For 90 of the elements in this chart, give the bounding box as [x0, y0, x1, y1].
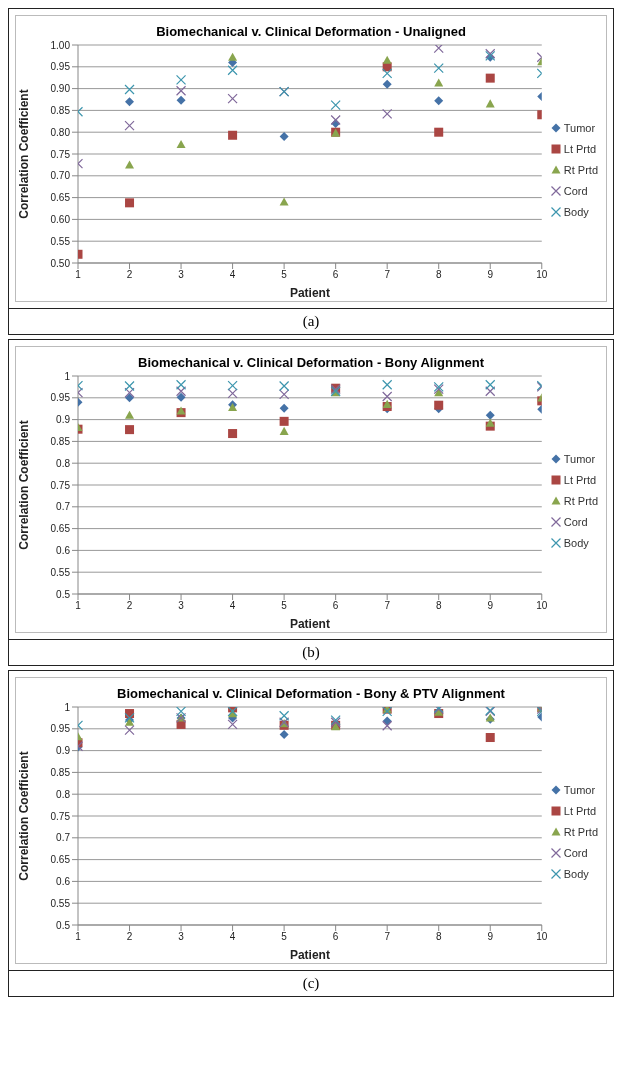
legend-label: Lt Prtd	[563, 474, 597, 486]
y-tick-label: 0.80	[50, 126, 71, 138]
x-tick-label: 5	[281, 931, 288, 943]
y-tick-label: 0.65	[50, 854, 71, 866]
legend-label: Rt Prtd	[563, 826, 598, 838]
x-tick-label: 9	[487, 931, 494, 943]
text: (c)	[9, 970, 613, 996]
x-tick-label: 8	[435, 269, 442, 281]
y-tick-label: 0.8	[56, 788, 71, 800]
y-tick-label: 0.75	[50, 810, 71, 822]
x-tick-label: 6	[332, 600, 339, 612]
x-tick-label: 8	[435, 931, 442, 943]
legend-label: Body	[563, 868, 589, 880]
x-tick-label: 1	[75, 931, 82, 943]
text: (b)	[9, 639, 613, 665]
legend-label: Cord	[563, 847, 588, 859]
y-tick-label: 0.55	[50, 235, 71, 247]
x-tick-label: 4	[229, 931, 236, 943]
legend-label: Tumor	[563, 122, 596, 134]
x-tick-label: 1	[75, 269, 82, 281]
x-tick-label: 9	[487, 600, 494, 612]
x-tick-label: 4	[229, 600, 236, 612]
y-tick-label: 0.5	[56, 588, 71, 600]
x-axis-title: Patient	[289, 948, 330, 962]
y-tick-label: 0.9	[56, 745, 71, 757]
y-tick-label: 0.70	[50, 170, 71, 182]
x-tick-label: 2	[126, 600, 133, 612]
y-tick-label: 0.95	[50, 392, 71, 404]
legend-label: Rt Prtd	[563, 164, 598, 176]
x-tick-label: 5	[281, 600, 288, 612]
x-tick-label: 4	[229, 269, 236, 281]
chart-title: Biomechanical v. Clinical Deformation - Bony Alignment	[137, 355, 485, 370]
y-tick-label: 0.6	[56, 544, 71, 556]
x-axis-title: Patient	[289, 617, 330, 631]
y-tick-label: 0.75	[50, 479, 71, 491]
y-tick-label: 0.7	[56, 832, 71, 844]
y-tick-label: 0.75	[50, 148, 71, 160]
y-tick-label: 0.6	[56, 875, 71, 887]
x-tick-label: 6	[332, 269, 339, 281]
y-tick-label: 0.5	[56, 919, 71, 931]
x-axis-title: Patient	[289, 286, 330, 300]
x-tick-label: 9	[487, 269, 494, 281]
x-tick-label: 5	[281, 269, 288, 281]
x-tick-label: 3	[178, 931, 185, 943]
y-tick-label: 0.85	[50, 766, 71, 778]
y-tick-label: 0.50	[50, 257, 71, 269]
y-axis-title: Correlation Coefficient	[17, 89, 32, 219]
y-tick-label: 0.95	[50, 723, 71, 735]
legend-label: Lt Prtd	[563, 143, 597, 155]
legend-label: Lt Prtd	[563, 805, 597, 817]
y-tick-label: 0.9	[56, 414, 71, 426]
y-tick-label: 0.65	[50, 523, 71, 535]
text: (a)	[9, 308, 613, 334]
x-tick-label: 10	[536, 931, 548, 943]
y-tick-label: 0.55	[50, 566, 71, 578]
legend-label: Tumor	[563, 784, 596, 796]
x-tick-label: 7	[384, 269, 391, 281]
y-axis-title: Correlation Coefficient	[17, 420, 32, 550]
x-tick-label: 8	[435, 600, 442, 612]
y-tick-label: 1	[64, 701, 71, 713]
legend-label: Rt Prtd	[563, 495, 598, 507]
y-tick-label: 0.7	[56, 501, 71, 513]
legend-label: Cord	[563, 516, 588, 528]
y-tick-label: 0.60	[50, 213, 71, 225]
y-tick-label: 0.65	[50, 192, 71, 204]
x-tick-label: 2	[126, 269, 133, 281]
y-tick-label: 0.85	[50, 104, 71, 116]
y-tick-label: 0.55	[50, 897, 71, 909]
legend-label: Body	[563, 537, 589, 549]
y-tick-label: 0.90	[50, 83, 71, 95]
legend-label: Body	[563, 206, 589, 218]
y-axis-title: Correlation Coefficient	[17, 751, 32, 881]
y-tick-label: 0.8	[56, 457, 71, 469]
legend-label: Tumor	[563, 453, 596, 465]
y-tick-label: 0.85	[50, 435, 71, 447]
y-tick-label: 1	[64, 370, 71, 382]
x-tick-label: 6	[332, 931, 339, 943]
x-tick-label: 3	[178, 600, 185, 612]
legend-label: Cord	[563, 185, 588, 197]
x-tick-label: 10	[536, 600, 548, 612]
chart-title: Biomechanical v. Clinical Deformation - Bony & PTV Alignment	[116, 686, 506, 701]
x-tick-label: 7	[384, 600, 391, 612]
x-tick-label: 10	[536, 269, 548, 281]
x-tick-label: 7	[384, 931, 391, 943]
x-tick-label: 1	[75, 600, 82, 612]
x-tick-label: 3	[178, 269, 185, 281]
x-tick-label: 2	[126, 931, 133, 943]
y-tick-label: 1.00	[50, 39, 71, 51]
chart-title: Biomechanical v. Clinical Deformation - Unaligned	[155, 24, 467, 39]
y-tick-label: 0.95	[50, 61, 71, 73]
